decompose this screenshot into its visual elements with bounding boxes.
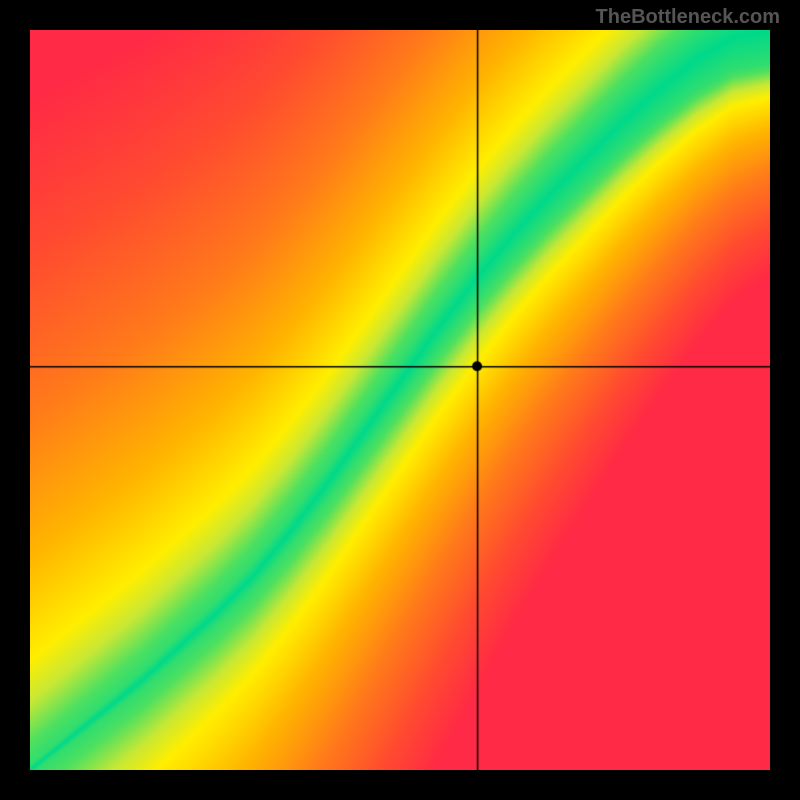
heatmap-plot bbox=[30, 30, 770, 770]
chart-container: TheBottleneck.com bbox=[0, 0, 800, 800]
watermark-text: TheBottleneck.com bbox=[596, 6, 780, 29]
heatmap-canvas bbox=[30, 30, 770, 770]
